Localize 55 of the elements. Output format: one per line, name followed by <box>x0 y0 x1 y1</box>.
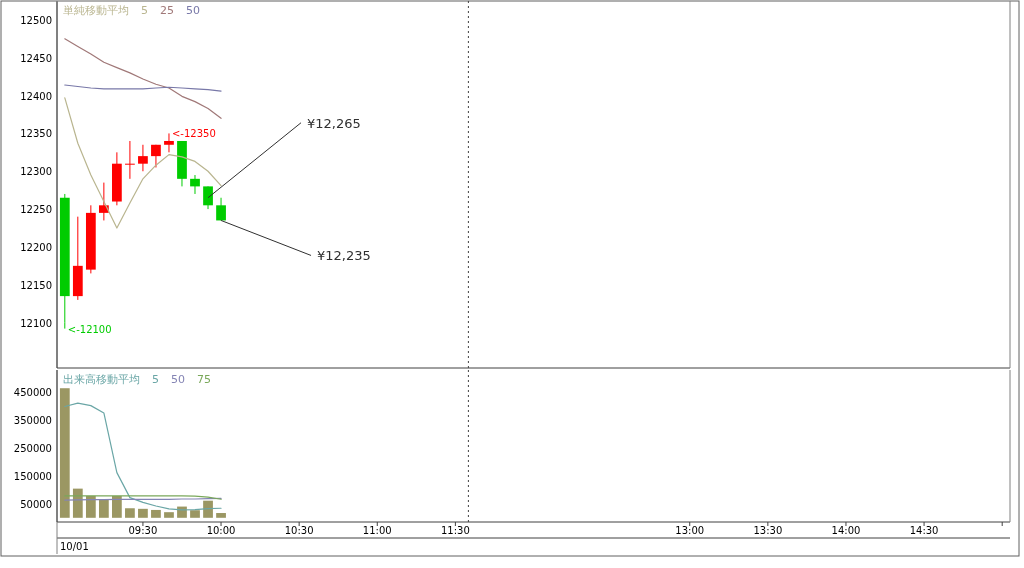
annotation: <-12100 <box>67 323 112 335</box>
y-tick-label: 350000 <box>13 414 52 426</box>
line-series <box>64 84 222 92</box>
bar <box>138 508 148 518</box>
y-tick-label: 250000 <box>13 442 52 454</box>
bar <box>164 512 174 518</box>
text: 75 <box>197 373 211 386</box>
x-tick-label: 14:30 <box>909 525 939 536</box>
bar <box>190 510 200 518</box>
bar <box>151 509 161 518</box>
x-tick-label: 10:30 <box>284 525 314 536</box>
text: 50 <box>186 4 200 17</box>
text: 10/01 <box>60 541 89 552</box>
x-tick-label: 11:30 <box>440 525 470 536</box>
bar <box>125 508 135 518</box>
bar <box>98 499 109 518</box>
y-tick-label: 12350 <box>20 128 52 140</box>
y-tick-label: 150000 <box>13 470 52 482</box>
y-tick-label: 12450 <box>20 52 52 64</box>
x-tick-label: 09:30 <box>128 525 158 536</box>
x-tick-label: 11:00 <box>362 525 392 536</box>
y-tick-label: 12250 <box>20 204 52 216</box>
y-tick-label: 450000 <box>13 386 52 398</box>
bar <box>203 500 213 518</box>
annotation: <-12350 <box>171 128 216 140</box>
annotation: ¥12,265 <box>307 115 361 131</box>
text: 50 <box>171 373 185 386</box>
y-tick-label: 50000 <box>20 498 52 510</box>
y-tick-label: 12200 <box>20 241 52 253</box>
line-series <box>64 97 222 229</box>
legend-title: 出来高移動平均 <box>63 373 140 386</box>
bar <box>59 388 70 518</box>
line-series <box>64 402 222 511</box>
candlestick <box>125 140 135 180</box>
y-tick-label: 12100 <box>20 317 52 329</box>
y-tick-label: 12400 <box>20 90 52 102</box>
text: 5 <box>141 4 148 17</box>
bar <box>85 495 96 518</box>
annotation: ¥12,235 <box>317 248 371 264</box>
x-tick-label: 10:00 <box>206 525 236 536</box>
line-series <box>64 38 222 119</box>
legend-title: 単純移動平均 <box>63 4 129 17</box>
candlestick <box>190 174 200 195</box>
y-tick-label: 12500 <box>20 14 52 26</box>
candlestick <box>138 144 148 172</box>
x-tick-label: 13:30 <box>753 525 783 536</box>
y-tick-label: 12300 <box>20 166 52 178</box>
bar <box>112 495 122 518</box>
text: 5 <box>152 373 159 386</box>
candlestick <box>98 182 109 221</box>
x-tick-label: 14:00 <box>831 525 861 536</box>
y-tick-label: 12150 <box>20 279 52 291</box>
bar <box>216 513 226 518</box>
x-tick-label: 13:00 <box>675 525 705 536</box>
text: 25 <box>160 4 174 17</box>
